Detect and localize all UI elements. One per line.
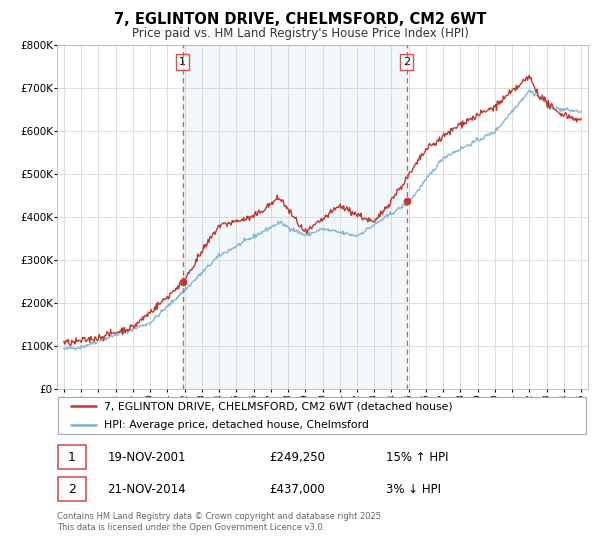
FancyBboxPatch shape xyxy=(58,477,86,502)
Text: 2: 2 xyxy=(403,57,410,67)
Text: 7, EGLINTON DRIVE, CHELMSFORD, CM2 6WT: 7, EGLINTON DRIVE, CHELMSFORD, CM2 6WT xyxy=(114,12,486,27)
Text: £437,000: £437,000 xyxy=(269,483,325,496)
Text: 1: 1 xyxy=(179,57,186,67)
Text: 15% ↑ HPI: 15% ↑ HPI xyxy=(386,451,449,464)
Text: 2: 2 xyxy=(68,483,76,496)
Text: Price paid vs. HM Land Registry's House Price Index (HPI): Price paid vs. HM Land Registry's House … xyxy=(131,27,469,40)
Text: 3% ↓ HPI: 3% ↓ HPI xyxy=(386,483,441,496)
Text: 7, EGLINTON DRIVE, CHELMSFORD, CM2 6WT (detached house): 7, EGLINTON DRIVE, CHELMSFORD, CM2 6WT (… xyxy=(104,402,452,411)
FancyBboxPatch shape xyxy=(58,445,86,469)
Bar xyxy=(182,45,407,389)
Text: 19-NOV-2001: 19-NOV-2001 xyxy=(107,451,186,464)
Text: 1: 1 xyxy=(68,451,76,464)
Text: Contains HM Land Registry data © Crown copyright and database right 2025.
This d: Contains HM Land Registry data © Crown c… xyxy=(57,512,383,532)
FancyBboxPatch shape xyxy=(58,398,586,433)
Text: £249,250: £249,250 xyxy=(269,451,325,464)
Text: HPI: Average price, detached house, Chelmsford: HPI: Average price, detached house, Chel… xyxy=(104,420,368,430)
Text: 21-NOV-2014: 21-NOV-2014 xyxy=(107,483,186,496)
